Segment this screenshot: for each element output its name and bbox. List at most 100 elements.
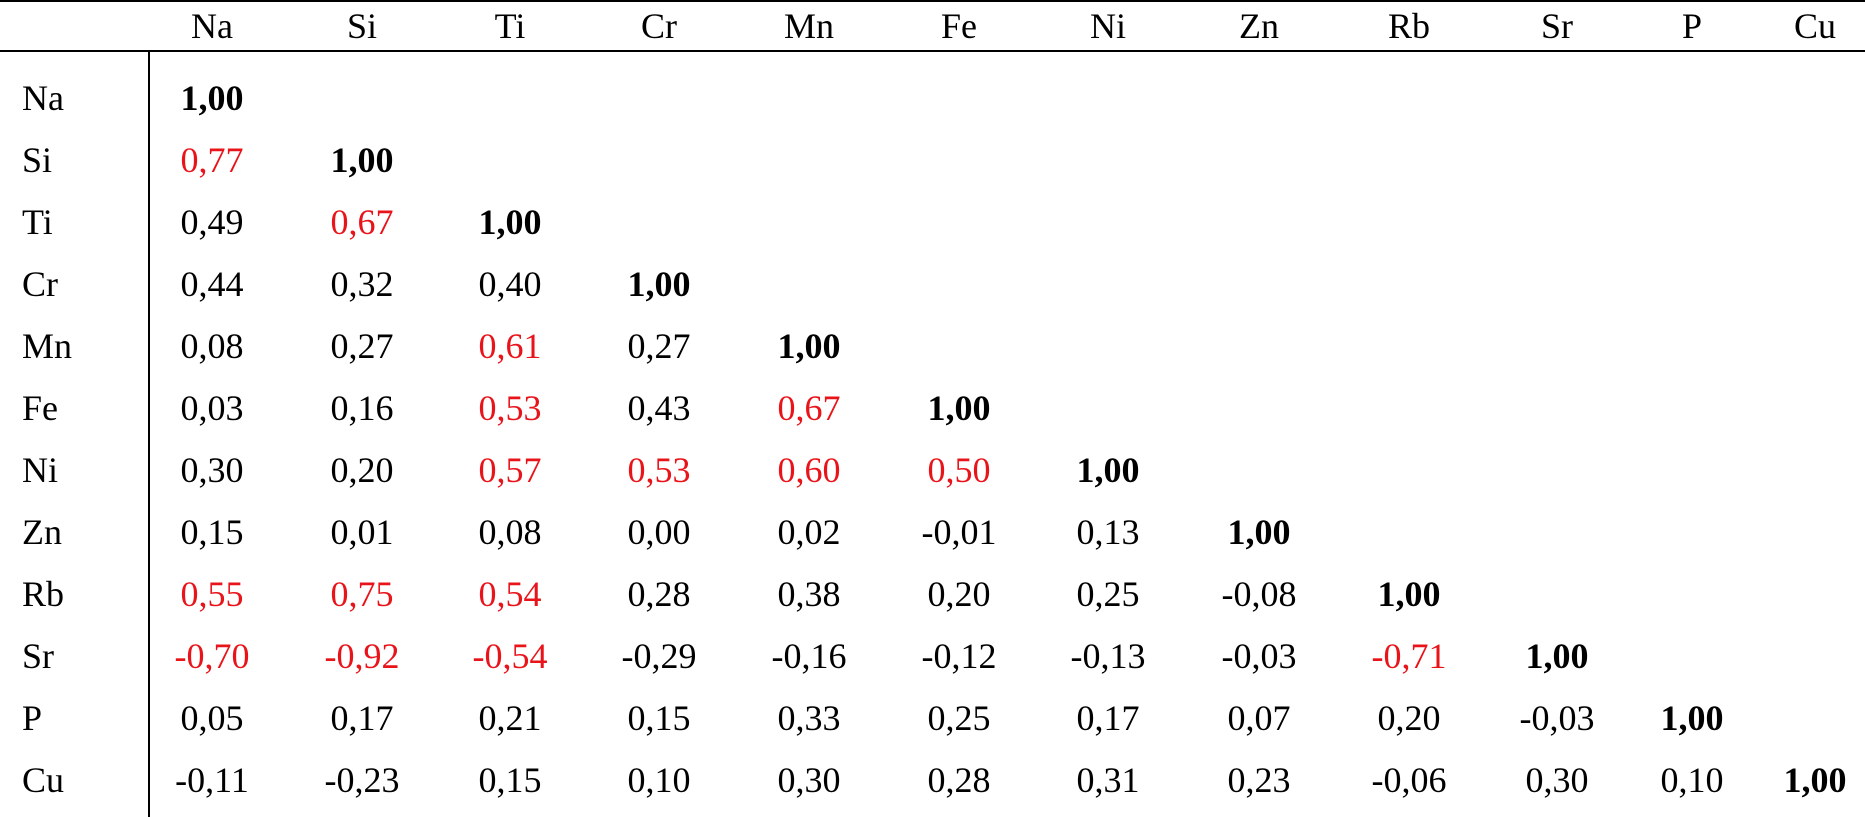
cell-fe-mn: 0,67 [777,388,841,428]
cell-rb-ti: 0,54 [478,574,542,614]
cell-cu-p: 0,10 [1660,760,1724,800]
cell-cr-si: 0,32 [330,264,394,304]
cell-zn-cr: 0,00 [627,512,691,552]
cell-cr-ti: 0,40 [478,264,542,304]
cell-sr-si: -0,92 [324,636,400,676]
cell-rb-cr: 0,28 [627,574,691,614]
cell-p-ni: 0,17 [1076,698,1140,738]
cell-sr-cr: -0,29 [621,636,697,676]
cell-mn-mn: 1,00 [777,326,841,366]
cell-zn-ni: 0,13 [1076,512,1140,552]
column-header-mn: Mn [783,6,834,46]
cell-zn-mn: 0,02 [777,512,841,552]
column-header-p: P [1681,6,1703,46]
cell-zn-fe: -0,01 [921,512,997,552]
column-header-cu: Cu [1793,6,1836,46]
row-header-p: P [22,698,43,738]
row-header-cu: Cu [22,760,65,800]
cell-zn-na: 0,15 [180,512,244,552]
column-header-ti: Ti [494,6,526,46]
cell-ti-ti: 1,00 [478,202,542,242]
row-header-rb: Rb [22,574,65,614]
cell-fe-fe: 1,00 [927,388,991,428]
cell-sr-rb: -0,71 [1371,636,1447,676]
cell-mn-na: 0,08 [180,326,244,366]
row-header-mn: Mn [22,326,73,366]
cell-p-p: 1,00 [1660,698,1724,738]
cell-cu-na: -0,11 [175,760,249,800]
row-header-zn: Zn [22,512,62,552]
cell-cr-cr: 1,00 [627,264,691,304]
cell-p-ti: 0,21 [478,698,542,738]
cell-p-si: 0,17 [330,698,394,738]
cell-cu-sr: 0,30 [1525,760,1589,800]
column-header-cr: Cr [641,6,677,46]
cell-fe-ti: 0,53 [478,388,542,428]
cell-mn-cr: 0,27 [627,326,691,366]
cell-na-na: 1,00 [180,78,244,118]
cell-p-fe: 0,25 [927,698,991,738]
table-top-rule [0,0,1865,2]
cell-ni-ti: 0,57 [478,450,542,490]
row-header-divider [148,52,150,817]
cell-cu-zn: 0,23 [1227,760,1291,800]
column-header-si: Si [346,6,378,46]
cell-ni-cr: 0,53 [627,450,691,490]
cell-rb-si: 0,75 [330,574,394,614]
cell-mn-ti: 0,61 [478,326,542,366]
cell-rb-rb: 1,00 [1377,574,1441,614]
cell-sr-fe: -0,12 [921,636,997,676]
cell-cu-cr: 0,10 [627,760,691,800]
cell-ti-na: 0,49 [180,202,244,242]
cell-zn-si: 0,01 [330,512,394,552]
cell-zn-zn: 1,00 [1227,512,1291,552]
cell-rb-zn: -0,08 [1221,574,1297,614]
row-header-ti: Ti [22,202,53,242]
cell-cr-na: 0,44 [180,264,244,304]
column-header-fe: Fe [941,6,977,46]
column-header-sr: Sr [1540,6,1573,46]
cell-ni-fe: 0,50 [927,450,991,490]
cell-rb-mn: 0,38 [777,574,841,614]
cell-sr-sr: 1,00 [1525,636,1589,676]
cell-sr-zn: -0,03 [1221,636,1297,676]
column-header-na: Na [191,6,233,46]
cell-si-si: 1,00 [330,140,394,180]
cell-rb-fe: 0,20 [927,574,991,614]
cell-ni-si: 0,20 [330,450,394,490]
cell-cu-mn: 0,30 [777,760,841,800]
row-header-sr: Sr [22,636,55,676]
cell-p-cr: 0,15 [627,698,691,738]
cell-p-rb: 0,20 [1377,698,1441,738]
cell-ni-ni: 1,00 [1076,450,1140,490]
cell-sr-ti: -0,54 [472,636,548,676]
cell-cu-ti: 0,15 [478,760,542,800]
table-header-rule [0,50,1865,52]
column-header-zn: Zn [1239,6,1279,46]
cell-fe-cr: 0,43 [627,388,691,428]
cell-ti-si: 0,67 [330,202,394,242]
cell-rb-ni: 0,25 [1076,574,1140,614]
cell-rb-na: 0,55 [180,574,244,614]
cell-si-na: 0,77 [180,140,244,180]
cell-sr-ni: -0,13 [1070,636,1146,676]
cell-cu-si: -0,23 [324,760,400,800]
row-header-fe: Fe [22,388,58,428]
cell-fe-si: 0,16 [330,388,394,428]
column-header-rb: Rb [1387,6,1430,46]
cell-cu-fe: 0,28 [927,760,991,800]
cell-p-sr: -0,03 [1519,698,1595,738]
row-header-si: Si [22,140,53,180]
cell-ni-mn: 0,60 [777,450,841,490]
cell-cu-ni: 0,31 [1076,760,1140,800]
cell-ni-na: 0,30 [180,450,244,490]
cell-fe-na: 0,03 [180,388,244,428]
cell-p-zn: 0,07 [1227,698,1291,738]
cell-sr-na: -0,70 [174,636,250,676]
cell-zn-ti: 0,08 [478,512,542,552]
cell-cu-rb: -0,06 [1371,760,1447,800]
row-header-cr: Cr [22,264,58,304]
cell-mn-si: 0,27 [330,326,394,366]
cell-sr-mn: -0,16 [771,636,847,676]
